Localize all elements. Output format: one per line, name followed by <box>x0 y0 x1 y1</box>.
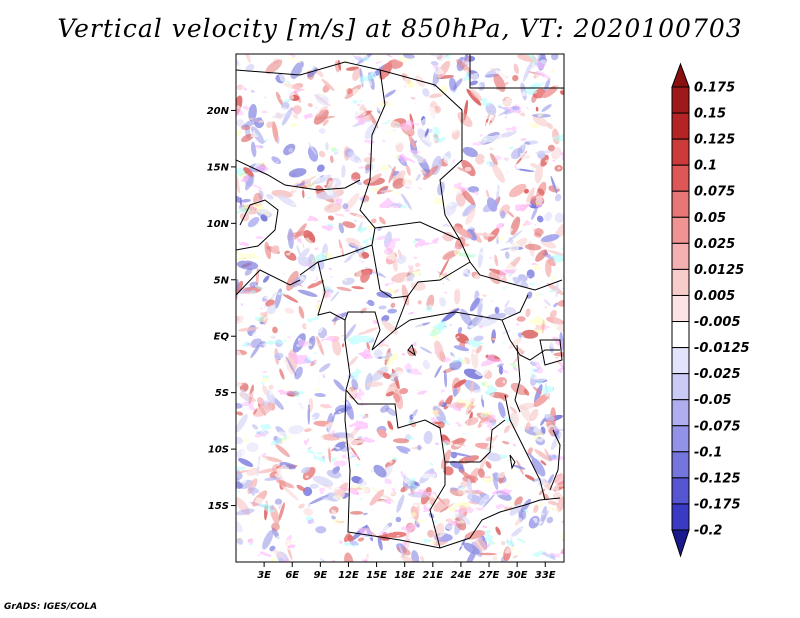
lon-tick-label: 12E <box>338 570 359 581</box>
colorbar-swatch <box>671 216 690 244</box>
colorbar-swatch <box>671 503 690 531</box>
colorbar-swatch <box>671 451 690 479</box>
lat-tick-label: 5N <box>214 275 230 286</box>
colorbar-label: -0.025 <box>694 367 741 382</box>
lon-tick-label: 24E <box>451 570 472 581</box>
vertical-velocity-field <box>236 54 564 562</box>
lon-tick-label: 15E <box>366 570 387 581</box>
lat-tick-label: 10S <box>208 445 229 456</box>
colorbar-label: 0.175 <box>694 81 735 96</box>
country-borders <box>236 54 564 549</box>
colorbar-swatch <box>671 399 690 427</box>
grads-credit: GrADS: IGES/COLA <box>4 602 98 612</box>
colorbar-label: 0.005 <box>694 289 735 304</box>
lon-tick-label: 21E <box>422 570 443 581</box>
colorbar-top-triangle <box>671 62 690 88</box>
lat-tick-label: 15N <box>207 162 230 173</box>
colorbar-label: -0.1 <box>694 445 722 460</box>
map-frame <box>235 53 565 563</box>
colorbar-swatch <box>671 190 690 218</box>
lat-tick-label: 15S <box>208 501 229 512</box>
lat-tick-label: 5S <box>215 388 229 399</box>
colorbar-bottom-triangle <box>671 529 690 558</box>
lon-tick-label: 9E <box>313 570 327 581</box>
colorbar-label: -0.2 <box>694 524 722 539</box>
colorbar-swatch <box>671 373 690 401</box>
colorbar-label: 0.05 <box>694 211 726 226</box>
lon-tick-label: 6E <box>285 570 299 581</box>
colorbar-swatch <box>671 242 690 270</box>
chart-title: Vertical velocity [m/s] at 850hPa, VT: 2… <box>57 14 743 43</box>
colorbar-label: -0.0125 <box>694 341 750 356</box>
colorbar-label: 0.1 <box>694 159 717 174</box>
colorbar-label: -0.125 <box>694 471 741 486</box>
colorbar-label: 0.125 <box>694 133 735 148</box>
colorbar-swatch <box>671 425 690 453</box>
lon-tick-label: 3E <box>257 570 271 581</box>
latitude-axis: 20N 15N 10N 5N EQ 5S 10S 15S <box>207 106 236 512</box>
lon-tick-label: 18E <box>394 570 415 581</box>
colorbar-swatch <box>671 112 690 140</box>
colorbar-label: 0.025 <box>694 237 735 252</box>
colorbar-swatch <box>671 321 690 349</box>
colorbar-label: -0.005 <box>694 315 741 330</box>
longitude-axis: 3E 6E 9E 12E 15E 18E 21E 24E 27E 30E 33E <box>257 562 556 581</box>
lon-tick-label: 30E <box>507 570 528 581</box>
colorbar-swatch <box>671 138 690 166</box>
lat-tick-label: 10N <box>207 219 230 230</box>
lon-tick-label: 33E <box>535 570 556 581</box>
lon-tick-label: 27E <box>479 570 500 581</box>
colorbar-swatch <box>671 86 690 114</box>
colorbar-swatch <box>671 477 690 505</box>
colorbar-swatch <box>671 164 690 192</box>
colorbar-swatch <box>671 268 690 296</box>
colorbar-label: 0.075 <box>694 185 735 200</box>
colorbar-label: -0.05 <box>694 393 731 408</box>
colorbar: 0.175 0.15 0.125 0.1 0.075 0.05 0.025 0.0125 0.0… <box>671 62 750 558</box>
colorbar-label: 0.15 <box>694 107 726 122</box>
colorbar-label: 0.0125 <box>694 263 744 278</box>
colorbar-swatch <box>671 294 690 323</box>
colorbar-swatch <box>671 347 690 375</box>
lat-tick-label: EQ <box>214 332 230 343</box>
lat-tick-label: 20N <box>207 106 230 117</box>
colorbar-label: -0.175 <box>694 497 741 512</box>
colorbar-label: -0.075 <box>694 419 741 434</box>
